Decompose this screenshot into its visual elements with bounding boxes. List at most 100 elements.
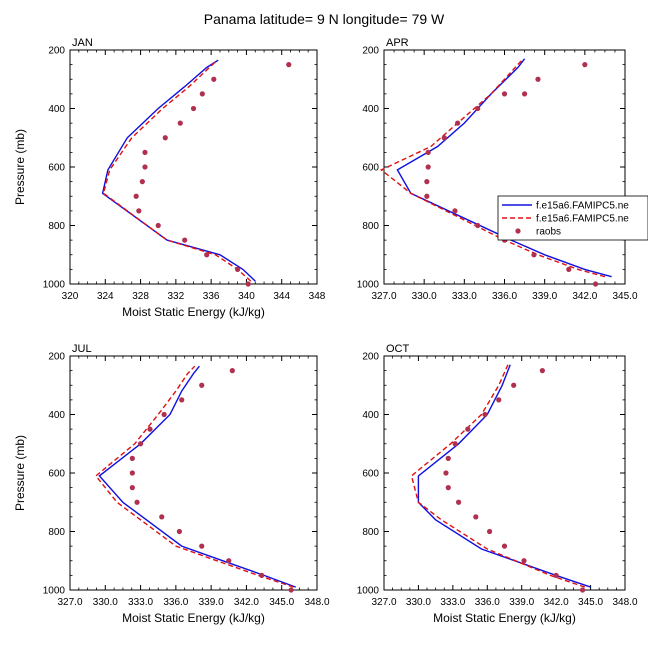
raobs-point (147, 426, 153, 432)
raobs-point (199, 543, 205, 549)
panel-title: JUL (72, 343, 92, 355)
x-tick-label: 330.0 (93, 597, 118, 608)
raobs-point (176, 528, 182, 535)
x-tick-label: 342.0 (572, 291, 597, 302)
x-tick-label: 345.0 (612, 291, 637, 302)
x-tick-label: 339.0 (199, 597, 224, 608)
raobs-point (465, 426, 471, 432)
y-tick-label: 200 (48, 46, 65, 57)
x-axis-label: Moist Static Energy (kJ/kg) (433, 611, 576, 625)
raobs-point (142, 164, 148, 170)
x-tick-label: 332 (168, 291, 185, 302)
x-tick-label: 324 (97, 291, 114, 302)
raobs-point (475, 105, 481, 112)
raobs-point (211, 76, 217, 82)
raobs-point (482, 411, 488, 418)
raobs-point (133, 193, 139, 199)
y-tick-label: 600 (48, 469, 65, 480)
raobs-point (137, 441, 144, 447)
series-line-dashed (102, 59, 252, 282)
x-tick-label: 344 (273, 291, 290, 302)
series-raobs (133, 62, 292, 287)
raobs-point (539, 368, 545, 374)
raobs-point (445, 455, 451, 461)
raobs-point (259, 572, 265, 578)
legend-label: raobs (536, 227, 561, 238)
raobs-point (486, 528, 493, 535)
raobs-point (443, 470, 449, 476)
x-tick-label: 342.0 (544, 597, 569, 608)
raobs-point (182, 237, 188, 243)
y-tick-label: 1000 (43, 586, 66, 597)
x-tick-label: 340 (238, 291, 255, 302)
y-tick-label: 600 (48, 163, 65, 174)
raobs-point (511, 382, 517, 388)
raobs-point (521, 558, 527, 564)
legend-label: f.e15a6.FAMIPC5.ne (536, 214, 629, 225)
y-tick-label: 400 (362, 410, 379, 421)
raobs-point (226, 558, 232, 564)
raobs-point (190, 105, 197, 112)
y-tick-label: 1000 (357, 280, 380, 291)
raobs-point (136, 208, 142, 214)
raobs-point (501, 543, 508, 549)
raobs-point (424, 179, 430, 185)
x-tick-label: 342.0 (234, 597, 259, 608)
y-tick-label: 400 (48, 104, 65, 115)
y-tick-label: 400 (48, 410, 65, 421)
raobs-point (155, 222, 161, 229)
raobs-point (475, 222, 481, 229)
y-tick-label: 800 (362, 527, 379, 538)
raobs-point (129, 485, 135, 491)
raobs-point (288, 587, 294, 593)
panels: 320 324 328 332 336 340 344 348 200 400 600 800 1000… (13, 37, 638, 625)
legend-label: f.e15a6.FAMIPC5.ne (536, 201, 629, 212)
raobs-point (235, 266, 241, 272)
y-tick-label: 800 (48, 221, 65, 232)
raobs-point (441, 135, 447, 141)
y-tick-label: 800 (362, 221, 379, 232)
raobs-point (159, 514, 165, 520)
raobs-point (139, 179, 145, 185)
x-tick-label: 330.0 (406, 597, 431, 608)
legend-marker-dot (515, 228, 521, 234)
x-axis-label: Moist Static Energy (kJ/kg) (122, 611, 265, 625)
raobs-point (245, 281, 251, 287)
plot-frame (69, 355, 318, 591)
raobs-point (535, 76, 541, 82)
panel-apr: 327.0 330.0 333.0 336.0 339.0 342.0 345.0 200 40… (357, 37, 638, 302)
x-tick-label: 339.0 (532, 291, 557, 302)
x-axis-label: Moist Static Energy (kJ/kg) (122, 305, 265, 319)
raobs-point (566, 266, 572, 272)
x-tick-label: 320 (62, 291, 79, 302)
series-line-dashed (94, 365, 294, 588)
figure-title: Panama latitude= 9 N longitude= 79 W (204, 11, 445, 27)
y-tick-label: 200 (362, 46, 379, 57)
raobs-point (134, 499, 140, 505)
raobs-point (161, 411, 167, 418)
x-tick-label: 333.0 (440, 597, 465, 608)
raobs-point (425, 149, 431, 155)
panel-title: OCT (386, 343, 410, 355)
x-tick-label: 327.0 (371, 597, 396, 608)
y-axis-label: Pressure (mb) (13, 129, 27, 205)
raobs-point (199, 91, 205, 97)
x-tick-label: 336 (203, 291, 220, 302)
raobs-point (177, 120, 183, 126)
raobs-point (424, 193, 430, 199)
x-tick-label: 328 (132, 291, 149, 302)
x-tick-label: 333.0 (452, 291, 477, 302)
y-tick-label: 600 (362, 163, 379, 174)
x-tick-label: 336.0 (475, 597, 500, 608)
series-raobs (424, 62, 599, 287)
raobs-point (496, 397, 502, 403)
raobs-point (501, 91, 508, 97)
x-tick-label: 336.0 (492, 291, 517, 302)
x-tick-label: 327.0 (371, 291, 396, 302)
y-tick-label: 800 (48, 527, 65, 538)
plot-frame (69, 49, 318, 285)
raobs-point (204, 252, 210, 258)
panel-oct: 327.0 330.0 333.0 336.0 339.0 342.0 345.0 348.0… (357, 343, 638, 625)
y-tick-label: 1000 (43, 280, 66, 291)
raobs-point (592, 281, 599, 287)
